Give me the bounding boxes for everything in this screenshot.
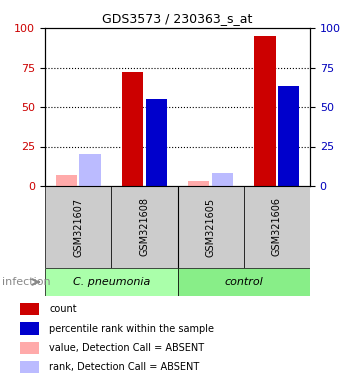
Bar <box>122 72 143 186</box>
Text: C. pneumonia: C. pneumonia <box>72 277 150 287</box>
Bar <box>188 181 209 186</box>
Text: GSM321607: GSM321607 <box>73 197 83 257</box>
Bar <box>56 175 77 186</box>
Text: GSM321608: GSM321608 <box>139 197 149 257</box>
Text: infection: infection <box>2 277 51 287</box>
Bar <box>254 36 275 186</box>
Bar <box>278 86 300 186</box>
Bar <box>20 323 39 335</box>
Title: GDS3573 / 230363_s_at: GDS3573 / 230363_s_at <box>102 12 253 25</box>
Text: GSM321606: GSM321606 <box>272 197 282 257</box>
Text: GSM321605: GSM321605 <box>206 197 216 257</box>
Bar <box>45 186 111 268</box>
Bar <box>244 186 310 268</box>
Text: percentile rank within the sample: percentile rank within the sample <box>49 324 214 334</box>
Bar <box>212 173 233 186</box>
Text: rank, Detection Call = ABSENT: rank, Detection Call = ABSENT <box>49 362 200 372</box>
Bar <box>80 154 101 186</box>
Bar <box>20 342 39 354</box>
Bar <box>20 361 39 373</box>
Text: value, Detection Call = ABSENT: value, Detection Call = ABSENT <box>49 343 204 353</box>
Bar <box>177 268 310 296</box>
Text: control: control <box>224 277 263 287</box>
Text: count: count <box>49 304 77 314</box>
Bar <box>111 186 177 268</box>
Bar <box>20 303 39 315</box>
Bar <box>177 186 244 268</box>
Bar <box>146 99 167 186</box>
Bar <box>45 268 177 296</box>
